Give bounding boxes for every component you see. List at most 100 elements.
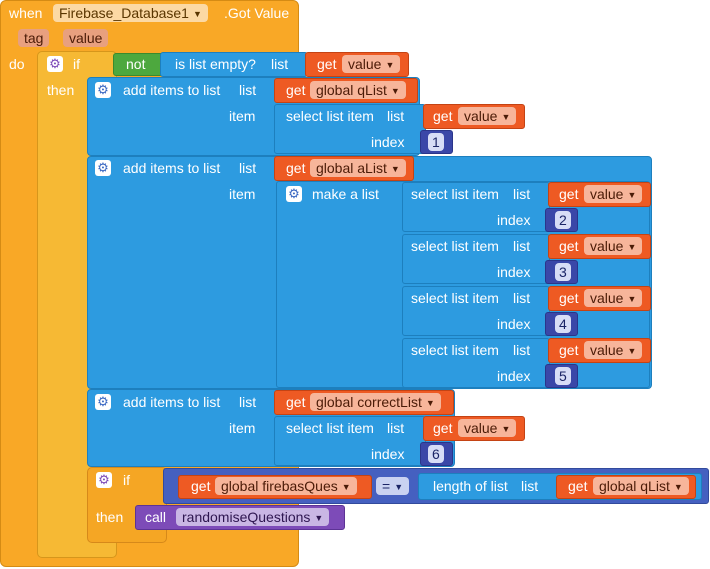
dropdown-arrow-icon: ▼ — [390, 86, 400, 96]
list-label: list — [239, 160, 257, 176]
dropdown-arrow-icon: ▼ — [673, 482, 683, 492]
var-name: value — [464, 420, 498, 436]
item-label: item — [229, 108, 256, 124]
operator: = — [382, 478, 391, 494]
var-name: global firebasQues — [221, 478, 338, 494]
select-list-item-block[interactable] — [274, 104, 426, 154]
call-label: call — [145, 509, 167, 525]
dropdown-arrow-icon: ▼ — [627, 242, 637, 252]
list-label: list — [239, 82, 257, 98]
get-label: get — [559, 290, 579, 306]
dropdown-arrow-icon: ▼ — [627, 190, 637, 200]
dropdown-arrow-icon: ▼ — [341, 482, 351, 492]
get-label: get — [559, 342, 579, 358]
var-dropdown[interactable]: global qList ▼ — [310, 81, 406, 99]
dropdown-arrow-icon: ▼ — [501, 112, 511, 122]
is-list-empty-label: is list empty? — [175, 56, 256, 72]
procedure-name: randomiseQuestions — [182, 509, 311, 525]
index-value[interactable]: 4 — [555, 315, 571, 333]
index-value[interactable]: 5 — [555, 367, 571, 385]
item-label: item — [229, 420, 256, 436]
if-label: if — [73, 56, 80, 72]
var-name: value — [590, 238, 624, 254]
index-label: index — [497, 316, 531, 332]
index-value[interactable]: 6 — [428, 445, 444, 463]
select-label: select list item — [411, 342, 499, 358]
select-list-item-block[interactable] — [402, 182, 550, 232]
get-label: get — [286, 82, 306, 98]
dropdown-arrow-icon: ▼ — [314, 513, 324, 523]
var-dropdown[interactable]: value ▼ — [584, 185, 643, 203]
select-label: select list item — [411, 290, 499, 306]
do-label: do — [9, 56, 25, 72]
var-name: value — [464, 108, 498, 124]
gear-icon[interactable]: ⚙ — [47, 56, 63, 72]
var-dropdown[interactable]: value ▼ — [584, 289, 643, 307]
gear-icon[interactable]: ⚙ — [95, 82, 111, 98]
get-label: get — [286, 160, 306, 176]
select-list-item-block[interactable] — [402, 338, 550, 388]
component-dropdown[interactable]: Firebase_Database1 ▼ — [53, 4, 208, 22]
select-label: select list item — [411, 238, 499, 254]
var-name: global correctList — [316, 394, 422, 410]
then-label: then — [47, 82, 75, 98]
var-dropdown[interactable]: value ▼ — [342, 55, 401, 73]
is-list-empty-block[interactable] — [160, 52, 308, 77]
param-tag[interactable]: tag — [18, 29, 50, 47]
index-label: index — [497, 264, 531, 280]
var-dropdown[interactable]: value ▼ — [458, 419, 517, 437]
gear-icon[interactable]: ⚙ — [95, 394, 111, 410]
gear-icon[interactable]: ⚙ — [96, 472, 112, 488]
index-value[interactable]: 1 — [428, 133, 444, 151]
var-dropdown[interactable]: global firebasQues ▼ — [215, 477, 357, 495]
list-label: list — [513, 186, 531, 202]
gear-icon[interactable]: ⚙ — [95, 160, 111, 176]
select-label: select list item — [286, 108, 374, 124]
var-name: value — [590, 342, 624, 358]
list-label: list — [239, 394, 257, 410]
select-list-item-block[interactable] — [274, 416, 426, 466]
var-dropdown[interactable]: global correctList ▼ — [310, 393, 441, 411]
index-label: index — [497, 212, 531, 228]
list-label: list — [387, 108, 405, 124]
make-a-list-label: make a list — [312, 186, 379, 202]
var-dropdown[interactable]: global qList ▼ — [593, 477, 689, 495]
dropdown-arrow-icon: ▼ — [192, 9, 202, 19]
var-dropdown[interactable]: value ▼ — [458, 107, 517, 125]
not-label: not — [126, 56, 146, 72]
length-label: length of list — [433, 478, 508, 494]
index-value[interactable]: 3 — [555, 263, 571, 281]
operator-dropdown[interactable]: = ▼ — [376, 477, 410, 495]
list-label: list — [513, 238, 531, 254]
var-name: global qList — [599, 478, 670, 494]
list-label: list — [271, 56, 289, 72]
dropdown-arrow-icon: ▼ — [394, 482, 404, 492]
get-label: get — [286, 394, 306, 410]
event-name: .Got Value — [224, 5, 290, 21]
gear-icon[interactable]: ⚙ — [286, 186, 302, 202]
select-label: select list item — [286, 420, 374, 436]
select-list-item-block[interactable] — [402, 286, 550, 336]
var-dropdown[interactable]: global aList ▼ — [310, 159, 406, 177]
var-dropdown[interactable]: value ▼ — [584, 341, 643, 359]
get-label: get — [433, 420, 453, 436]
dropdown-arrow-icon: ▼ — [425, 398, 435, 408]
index-value[interactable]: 2 — [555, 211, 571, 229]
dropdown-arrow-icon: ▼ — [390, 164, 400, 174]
then-label: then — [96, 509, 124, 525]
procedure-dropdown[interactable]: randomiseQuestions ▼ — [176, 508, 330, 526]
get-label: get — [559, 186, 579, 202]
var-dropdown[interactable]: value ▼ — [584, 237, 643, 255]
add-items-label: add items to list — [123, 160, 221, 176]
get-label: get — [317, 56, 337, 72]
index-label: index — [371, 446, 405, 462]
get-label: get — [191, 478, 211, 494]
add-items-label: add items to list — [123, 394, 221, 410]
dropdown-arrow-icon: ▼ — [627, 346, 637, 356]
component-name: Firebase_Database1 — [59, 5, 189, 21]
list-label: list — [513, 342, 531, 358]
select-list-item-block[interactable] — [402, 234, 550, 284]
get-label: get — [568, 478, 588, 494]
get-label: get — [433, 108, 453, 124]
param-value[interactable]: value — [63, 29, 109, 47]
